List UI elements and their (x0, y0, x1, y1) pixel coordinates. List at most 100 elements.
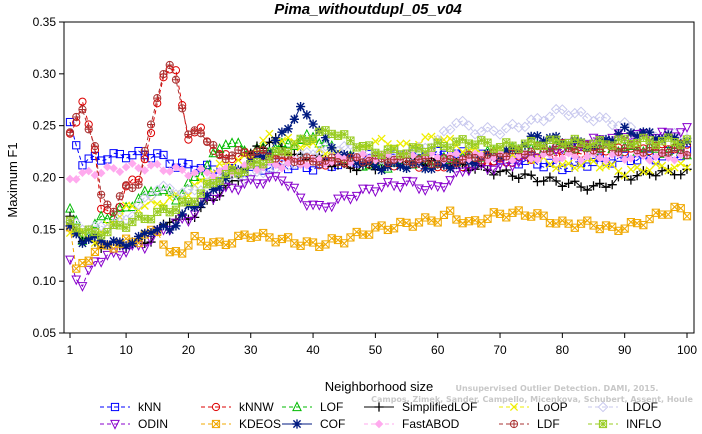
data-point (539, 176, 549, 186)
data-point (271, 160, 280, 170)
data-point (327, 153, 336, 162)
data-point (489, 144, 498, 153)
data-point (77, 238, 88, 248)
data-point (538, 115, 549, 127)
data-point (196, 199, 206, 209)
data-point (370, 161, 380, 171)
data-point (308, 200, 318, 211)
data-point (259, 160, 268, 169)
data-point (71, 275, 82, 286)
data-point (601, 134, 611, 145)
data-point (295, 102, 306, 112)
data-point (277, 147, 286, 156)
legend-item-knnw: kNNW (201, 400, 274, 414)
data-point (190, 202, 200, 213)
y-tick-label: 0.10 (33, 274, 57, 288)
data-point (477, 156, 486, 165)
legend-swatch-marker (292, 419, 302, 429)
data-point (539, 136, 549, 146)
data-point (595, 136, 604, 145)
data-point (457, 115, 468, 127)
data-point (96, 236, 106, 246)
data-point (600, 112, 612, 124)
data-point (519, 121, 531, 133)
data-point (115, 167, 125, 177)
data-point (452, 159, 461, 168)
data-point (215, 176, 224, 186)
data-point (570, 152, 580, 161)
data-point (576, 156, 586, 165)
data-point (265, 154, 274, 163)
legend-label: kNN (138, 400, 161, 414)
data-point (351, 191, 362, 202)
data-point (221, 173, 231, 183)
data-point (196, 189, 205, 198)
data-point (420, 186, 431, 196)
data-point (370, 187, 381, 198)
data-point (302, 161, 312, 170)
data-point (183, 184, 194, 195)
data-point (595, 145, 604, 154)
data-point (632, 131, 642, 141)
data-point (71, 175, 81, 184)
data-point (258, 179, 269, 190)
data-point (165, 225, 175, 235)
data-point (396, 150, 405, 159)
data-point (78, 168, 87, 177)
data-point (633, 138, 642, 148)
data-point (595, 153, 605, 163)
data-point (664, 210, 673, 219)
data-point (470, 159, 480, 169)
data-point (670, 163, 679, 172)
legend-label: COF (320, 417, 345, 431)
legend-label: kNNW (239, 400, 274, 414)
data-point (165, 60, 174, 70)
data-point (533, 155, 542, 164)
legend-item-knn: kNN (100, 400, 161, 414)
data-point (446, 206, 455, 215)
data-point (153, 149, 162, 158)
data-point (239, 175, 250, 187)
data-point (408, 143, 417, 152)
legend-swatch-marker (110, 419, 120, 430)
data-point (376, 182, 387, 193)
data-point (438, 125, 450, 137)
data-point (151, 184, 163, 196)
data-point (308, 157, 318, 166)
data-point (121, 241, 131, 251)
data-point (203, 180, 212, 189)
y-tick-label: 0.05 (33, 326, 57, 340)
series-line (69, 206, 688, 270)
data-point (626, 154, 636, 163)
data-point (165, 167, 175, 176)
data-point (296, 241, 305, 250)
data-point (134, 180, 143, 189)
data-point (576, 182, 586, 192)
data-point (389, 144, 399, 153)
data-point (159, 240, 168, 249)
data-point (289, 183, 300, 194)
data-point (177, 165, 187, 175)
data-point (96, 257, 107, 268)
data-point (570, 176, 580, 186)
data-point (526, 170, 536, 180)
data-point (675, 128, 686, 139)
chart-title: Pima_withoutdupl_05_v04 (274, 1, 462, 18)
data-point (164, 183, 176, 194)
data-point (651, 171, 661, 181)
data-point (72, 141, 81, 150)
data-point (471, 140, 480, 149)
data-point (651, 208, 660, 217)
legend-item-odin: ODIN (100, 417, 168, 431)
data-point (483, 138, 492, 147)
data-point (645, 166, 654, 175)
data-point (65, 216, 75, 225)
legend-swatch-marker (598, 419, 608, 429)
data-point (408, 159, 417, 169)
data-point (133, 231, 144, 242)
data-point (171, 75, 181, 84)
data-point (128, 151, 137, 160)
data-point (340, 159, 349, 168)
data-point (514, 144, 523, 153)
data-point (494, 129, 506, 140)
